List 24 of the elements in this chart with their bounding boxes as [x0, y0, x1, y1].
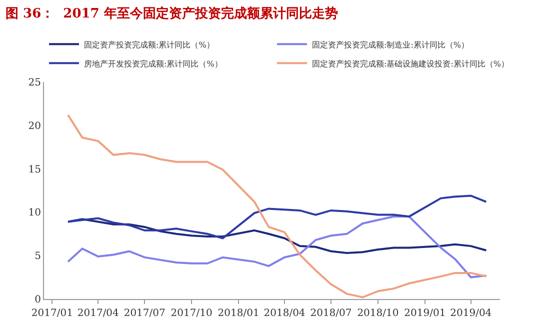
x-tick-label: 2019/01 [404, 308, 446, 319]
line-series [67, 216, 488, 278]
chart-title: 图 36： 2017 年至今固定资产投资完成额累计同比走势 [6, 5, 338, 22]
line-series [67, 194, 488, 240]
y-tick-label: 20 [28, 120, 41, 132]
x-tick-label: 2018/04 [264, 308, 306, 319]
y-tick-label: 0 [34, 294, 41, 306]
x-tick-label: 2018/07 [310, 308, 352, 319]
x-tick-label: 2018/10 [357, 308, 399, 319]
y-tick-label: 5 [34, 251, 41, 262]
y-tick-label: 25 [28, 78, 41, 88]
y-tick-label: 10 [28, 208, 41, 219]
legend-label: 固定资产投资完成额:制造业:累计同比（%） [312, 40, 469, 50]
y-tick-label: 15 [28, 164, 41, 176]
legend-label: 房地产开发投资完成额:累计同比（%） [84, 59, 222, 68]
x-tick-label: 2019/04 [450, 308, 492, 319]
x-tick-label: 2018/01 [218, 308, 260, 319]
x-tick-label: 2017/10 [170, 308, 212, 319]
x-tick-label: 2017/07 [124, 308, 166, 319]
legend-label: 固定资产投资完成额:基础设施建设投资:累计同比（%） [312, 59, 509, 68]
legend-label: 固定资产投资完成额:累计同比（%） [84, 40, 214, 50]
line-series [67, 114, 488, 298]
x-tick-label: 2017/04 [77, 308, 119, 319]
x-tick-label: 2017/01 [31, 308, 73, 319]
